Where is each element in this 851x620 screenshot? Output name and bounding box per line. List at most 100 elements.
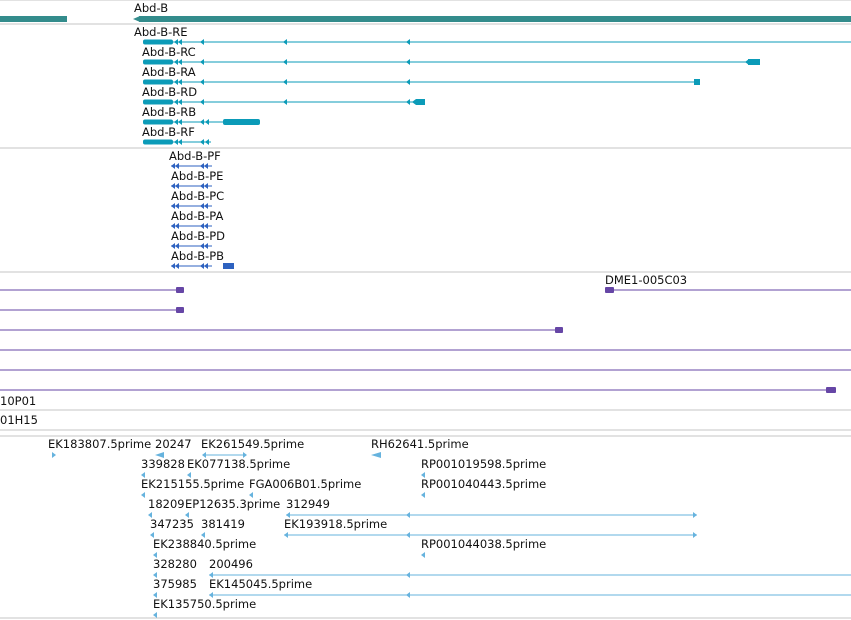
strand-arrow[interactable]	[406, 99, 410, 105]
strand-arrow[interactable]	[406, 59, 410, 65]
strand-arrow[interactable]	[171, 223, 175, 229]
est-feature-arrow[interactable]	[249, 492, 253, 498]
est-feature-arrow[interactable]	[202, 452, 206, 458]
est-feature-arrow[interactable]	[371, 452, 381, 458]
strand-arrow[interactable]	[200, 183, 204, 189]
strand-arrow[interactable]	[204, 223, 208, 229]
clone-feature-end[interactable]	[176, 287, 184, 293]
strand-arrow[interactable]	[200, 99, 204, 105]
gene-feature-abd-b[interactable]	[139, 16, 851, 22]
strand-arrow[interactable]	[200, 263, 204, 269]
clone-feature-end[interactable]	[555, 327, 563, 333]
strand-arrow[interactable]	[205, 139, 209, 145]
strand-arrow[interactable]	[200, 139, 204, 145]
est-feature-arrow[interactable]	[187, 472, 191, 478]
strand-arrow[interactable]	[178, 99, 182, 105]
transcript-feature-abd-b-rd[interactable]	[143, 99, 173, 105]
est-feature-arrow[interactable]	[421, 472, 425, 478]
est-feature-arrow[interactable]	[406, 572, 410, 578]
transcript-feature-abd-b-ra[interactable]	[143, 79, 173, 85]
est-feature-arrow[interactable]	[209, 592, 213, 598]
est-feature-arrow[interactable]	[209, 572, 213, 578]
est-feature-arrow[interactable]	[148, 512, 152, 518]
gene-strand-arrow[interactable]	[133, 16, 140, 22]
strand-arrow[interactable]	[200, 203, 204, 209]
est-feature-arrow[interactable]	[693, 532, 697, 538]
strand-arrow[interactable]	[178, 59, 182, 65]
strand-arrow[interactable]	[171, 203, 175, 209]
est-feature-arrow[interactable]	[693, 512, 697, 518]
strand-arrow[interactable]	[283, 99, 287, 105]
strand-arrow[interactable]	[171, 263, 175, 269]
strand-arrow[interactable]	[174, 99, 178, 105]
strand-arrow[interactable]	[412, 99, 416, 105]
strand-arrow[interactable]	[175, 203, 179, 209]
clone-feature-dme1-005c03[interactable]	[605, 287, 614, 293]
est-feature-arrow[interactable]	[141, 472, 145, 478]
strand-arrow[interactable]	[175, 243, 179, 249]
strand-arrow[interactable]	[175, 223, 179, 229]
est-feature-arrow[interactable]	[153, 572, 157, 578]
strand-arrow[interactable]	[174, 59, 178, 65]
est-feature-arrow[interactable]	[201, 532, 205, 538]
strand-arrow[interactable]	[205, 119, 209, 125]
strand-arrow[interactable]	[200, 59, 204, 65]
protein-exon[interactable]	[223, 263, 234, 269]
strand-arrow[interactable]	[178, 39, 182, 45]
transcript-feature-abd-b-rf[interactable]	[143, 139, 173, 145]
est-feature-arrow[interactable]	[185, 512, 189, 518]
strand-arrow[interactable]	[171, 243, 175, 249]
transcript-exon-3prime[interactable]	[416, 99, 425, 105]
strand-arrow[interactable]	[175, 183, 179, 189]
clone-feature-end[interactable]	[176, 307, 184, 313]
strand-arrow[interactable]	[200, 243, 204, 249]
gene-feature-left[interactable]	[0, 16, 67, 22]
est-feature-arrow[interactable]	[52, 452, 56, 458]
strand-arrow[interactable]	[406, 79, 410, 85]
strand-arrow[interactable]	[200, 79, 204, 85]
strand-arrow[interactable]	[200, 119, 204, 125]
strand-arrow[interactable]	[178, 119, 182, 125]
transcript-exon-3prime[interactable]	[748, 59, 760, 65]
strand-arrow[interactable]	[204, 163, 208, 169]
strand-arrow[interactable]	[175, 263, 179, 269]
est-feature-arrow[interactable]	[406, 532, 410, 538]
est-feature-arrow[interactable]	[406, 512, 410, 518]
strand-arrow[interactable]	[204, 243, 208, 249]
est-feature-arrow[interactable]	[286, 512, 290, 518]
est-feature-arrow[interactable]	[155, 452, 164, 458]
transcript-exon-3prime[interactable]	[223, 119, 260, 125]
transcript-feature-abd-b-rc[interactable]	[143, 59, 173, 65]
strand-arrow[interactable]	[200, 223, 204, 229]
strand-arrow[interactable]	[178, 79, 182, 85]
est-feature-arrow[interactable]	[243, 452, 247, 458]
strand-arrow[interactable]	[283, 79, 287, 85]
strand-arrow[interactable]	[204, 263, 208, 269]
est-feature-arrow[interactable]	[153, 592, 157, 598]
strand-arrow[interactable]	[174, 39, 178, 45]
transcript-exon-3prime[interactable]	[694, 79, 700, 85]
est-feature-arrow[interactable]	[153, 552, 157, 558]
strand-arrow[interactable]	[174, 79, 178, 85]
est-feature-arrow[interactable]	[153, 612, 157, 618]
est-feature-arrow[interactable]	[150, 532, 154, 538]
strand-arrow[interactable]	[171, 163, 175, 169]
strand-arrow[interactable]	[200, 163, 204, 169]
strand-arrow[interactable]	[204, 203, 208, 209]
est-feature-arrow[interactable]	[421, 492, 425, 498]
transcript-feature-abd-b-re[interactable]	[143, 39, 173, 45]
strand-arrow[interactable]	[200, 39, 204, 45]
transcript-feature-abd-b-rb[interactable]	[143, 119, 173, 125]
strand-arrow[interactable]	[204, 183, 208, 189]
strand-arrow[interactable]	[175, 163, 179, 169]
strand-arrow[interactable]	[174, 119, 178, 125]
strand-arrow[interactable]	[178, 139, 182, 145]
est-feature-arrow[interactable]	[406, 592, 410, 598]
strand-arrow[interactable]	[171, 183, 175, 189]
est-feature-arrow[interactable]	[421, 552, 425, 558]
strand-arrow[interactable]	[283, 59, 287, 65]
est-feature-arrow[interactable]	[141, 492, 145, 498]
strand-arrow[interactable]	[283, 39, 287, 45]
strand-arrow[interactable]	[406, 39, 410, 45]
clone-feature-end[interactable]	[826, 387, 836, 393]
